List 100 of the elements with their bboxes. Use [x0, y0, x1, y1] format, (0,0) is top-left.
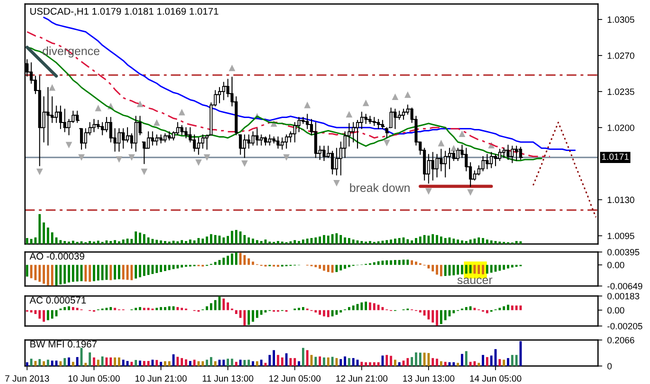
bar — [55, 360, 58, 366]
bar — [176, 307, 179, 310]
bar — [398, 260, 400, 265]
candlestick — [79, 128, 84, 150]
candlestick — [372, 116, 376, 126]
bar — [193, 240, 196, 244]
bar — [42, 264, 45, 284]
bar — [118, 264, 120, 280]
bar — [302, 348, 304, 366]
candlestick — [484, 154, 490, 170]
bar — [134, 360, 137, 366]
candlestick — [284, 134, 289, 149]
bar — [147, 360, 150, 366]
bar — [30, 358, 32, 366]
bar — [210, 303, 212, 310]
bar — [42, 310, 45, 322]
bar — [340, 359, 342, 366]
bar — [511, 264, 514, 268]
x-tick-label: 12 Jun 21:00 — [336, 375, 388, 382]
bar — [373, 362, 376, 366]
bar — [214, 235, 216, 244]
bar — [348, 307, 350, 310]
bar — [110, 264, 112, 280]
bar — [294, 358, 296, 366]
point — [195, 159, 202, 166]
bar — [406, 239, 409, 244]
bar — [226, 302, 229, 310]
bar — [156, 240, 158, 244]
bar — [448, 362, 451, 366]
candlestick — [116, 128, 122, 152]
bar — [248, 360, 250, 366]
bar — [465, 264, 468, 274]
bar — [348, 264, 350, 268]
point — [36, 168, 43, 176]
bar — [226, 236, 229, 244]
candlestick — [267, 134, 272, 146]
point — [48, 84, 56, 91]
y-tick-label: 0.00183 — [607, 292, 640, 300]
bar — [164, 241, 166, 244]
candlestick — [392, 108, 398, 130]
bar — [490, 356, 492, 366]
bar — [352, 358, 354, 366]
y-tick-label: 1.0130 — [608, 196, 634, 204]
bar — [410, 260, 414, 265]
candlestick — [180, 125, 184, 136]
bar — [386, 260, 388, 265]
bar — [314, 356, 317, 366]
bar — [502, 306, 506, 310]
candlestick — [158, 134, 164, 144]
bar — [46, 360, 50, 366]
bar — [486, 264, 488, 274]
bar — [168, 306, 170, 310]
bar — [360, 302, 363, 310]
bar — [490, 240, 492, 244]
bar — [381, 307, 384, 310]
y-tick-label: -0.00649 — [607, 282, 642, 290]
candlestick — [134, 116, 138, 152]
line-series — [43, 16, 576, 151]
point — [66, 142, 72, 148]
bar — [252, 262, 254, 265]
bar — [147, 237, 150, 244]
bar — [432, 234, 434, 244]
bar — [452, 238, 455, 244]
candlestick — [322, 146, 326, 162]
point — [153, 119, 160, 126]
bar — [51, 264, 54, 286]
bar — [410, 240, 414, 244]
bar — [427, 353, 430, 366]
bar — [498, 359, 501, 366]
bar — [222, 258, 225, 265]
candlestick — [368, 116, 372, 124]
bar — [473, 264, 476, 274]
candlestick — [154, 134, 159, 146]
bar — [419, 236, 422, 244]
bar — [478, 237, 480, 244]
bar — [226, 256, 229, 265]
bar — [381, 356, 384, 366]
candlestick — [242, 134, 247, 158]
bar — [55, 264, 58, 286]
bar — [180, 308, 183, 310]
candlestick — [263, 136, 268, 146]
candlestick — [92, 118, 96, 132]
bar — [59, 361, 62, 366]
bar — [260, 310, 262, 315]
bar — [239, 231, 242, 244]
bar — [502, 360, 506, 366]
bar — [101, 356, 104, 366]
bar — [256, 310, 258, 318]
bar — [318, 236, 322, 244]
bar — [134, 264, 137, 279]
bar — [519, 241, 522, 244]
bar — [134, 308, 137, 310]
y-tick-label: 1.0235 — [608, 88, 634, 95]
point — [178, 108, 186, 116]
y-tick-label: 1.0270 — [608, 52, 634, 59]
bar — [168, 361, 170, 366]
bar — [214, 300, 216, 310]
bar — [122, 264, 124, 280]
point — [458, 130, 466, 138]
bar — [402, 260, 405, 265]
